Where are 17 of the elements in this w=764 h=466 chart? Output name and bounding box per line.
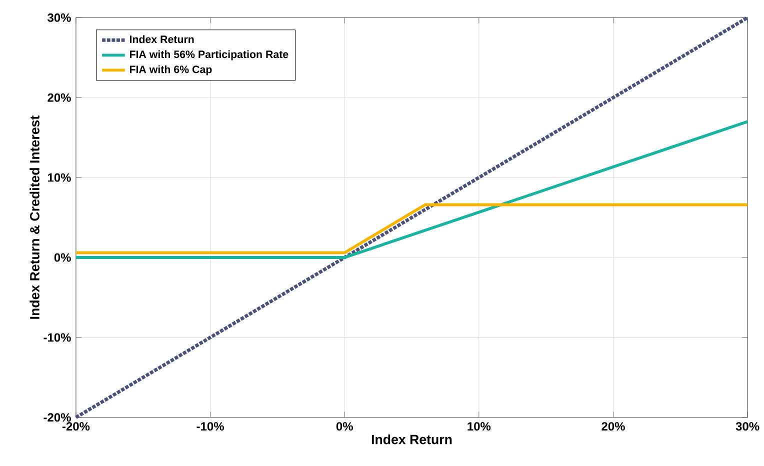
- legend-label: Index Return: [130, 35, 194, 43]
- x-axis-title: Index Return: [372, 434, 452, 444]
- y-axis-title: Index Return & Credited Interest: [30, 115, 40, 319]
- y-tick-label: 20%: [48, 93, 71, 102]
- x-tick-label: -20%: [62, 422, 90, 430]
- x-tick-label: 10%: [468, 422, 491, 430]
- x-tick-label: 30%: [736, 422, 760, 430]
- x-tick-label: -10%: [196, 422, 224, 430]
- legend-label: FIA with 56% Participation Rate: [130, 50, 288, 60]
- y-tick-label: -10%: [44, 333, 71, 342]
- y-tick-label: 30%: [48, 13, 71, 22]
- y-tick-label: 0%: [54, 253, 71, 262]
- legend-label: FIA with 6% Cap: [130, 65, 212, 76]
- x-tick-label: 0%: [336, 422, 353, 430]
- y-tick-label: 10%: [48, 173, 71, 182]
- x-tick-label: 20%: [602, 422, 625, 430]
- y-tick-label: -20%: [44, 412, 71, 422]
